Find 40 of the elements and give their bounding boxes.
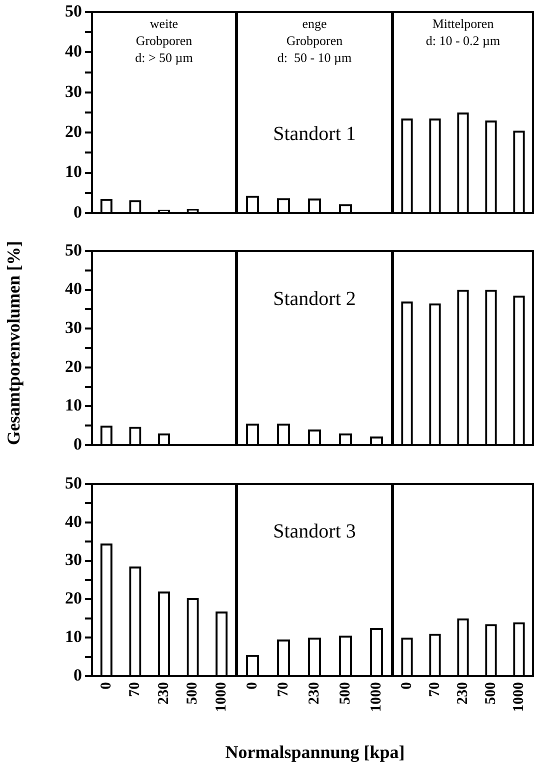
text: weite Grobporen d: > 50 µm [135, 16, 193, 65]
x-tick-label: 70 [275, 682, 292, 697]
x-tick-label: 0 [98, 682, 114, 690]
y-tick-label: 10 [65, 626, 82, 646]
x-tick-label: 230 [454, 682, 471, 704]
x-tick-label: 0 [398, 682, 415, 690]
y-tick-label: 30 [65, 82, 82, 101]
x-tick-label: 500 [482, 682, 499, 704]
text: enge Grobporen d: 50 - 10 µm [277, 16, 352, 65]
y-tick-label: 20 [65, 588, 82, 608]
y-tick-label: 30 [65, 550, 82, 570]
x-tick-label: 1000 [368, 682, 384, 712]
y-tick-label: 0 [74, 202, 82, 222]
y-tick-label: 20 [65, 122, 82, 141]
x-tick-label: 1000 [213, 682, 230, 712]
x-tick-label: 230 [156, 682, 172, 704]
x-tick-label: 1000 [510, 682, 527, 712]
y-tick-label: 50 [65, 1, 82, 20]
x-tick-label: 70 [127, 682, 144, 697]
x-tick-label: 500 [184, 682, 201, 704]
y-tick-label: 50 [65, 240, 82, 260]
y-tick-label: 30 [65, 318, 82, 337]
y-tick-label: 20 [65, 356, 82, 376]
annotation: Standort 3 [273, 520, 356, 543]
x-tick-label: 500 [337, 682, 354, 704]
y-tick-label: 40 [65, 279, 82, 298]
y-axis-title: Gesamtporenvolumen [%] [4, 240, 24, 446]
x-tick-label: 70 [426, 682, 443, 697]
y-tick-label: 10 [65, 162, 82, 182]
annotation: Standort 1 [273, 122, 356, 145]
y-tick-label: 40 [65, 42, 82, 61]
text: Mittelporen d: 10 - 0.2 µm [426, 16, 500, 48]
y-tick-label: 10 [65, 396, 82, 415]
y-tick-label: 40 [65, 512, 82, 531]
y-tick-label: 0 [74, 434, 82, 454]
annotation: Standort 2 [273, 288, 356, 310]
y-tick-label: 50 [65, 473, 82, 492]
x-tick-label: 230 [306, 682, 322, 704]
x-axis-title: Normalspannung [kpa] [225, 742, 405, 763]
x-tick-label: 0 [244, 682, 260, 690]
